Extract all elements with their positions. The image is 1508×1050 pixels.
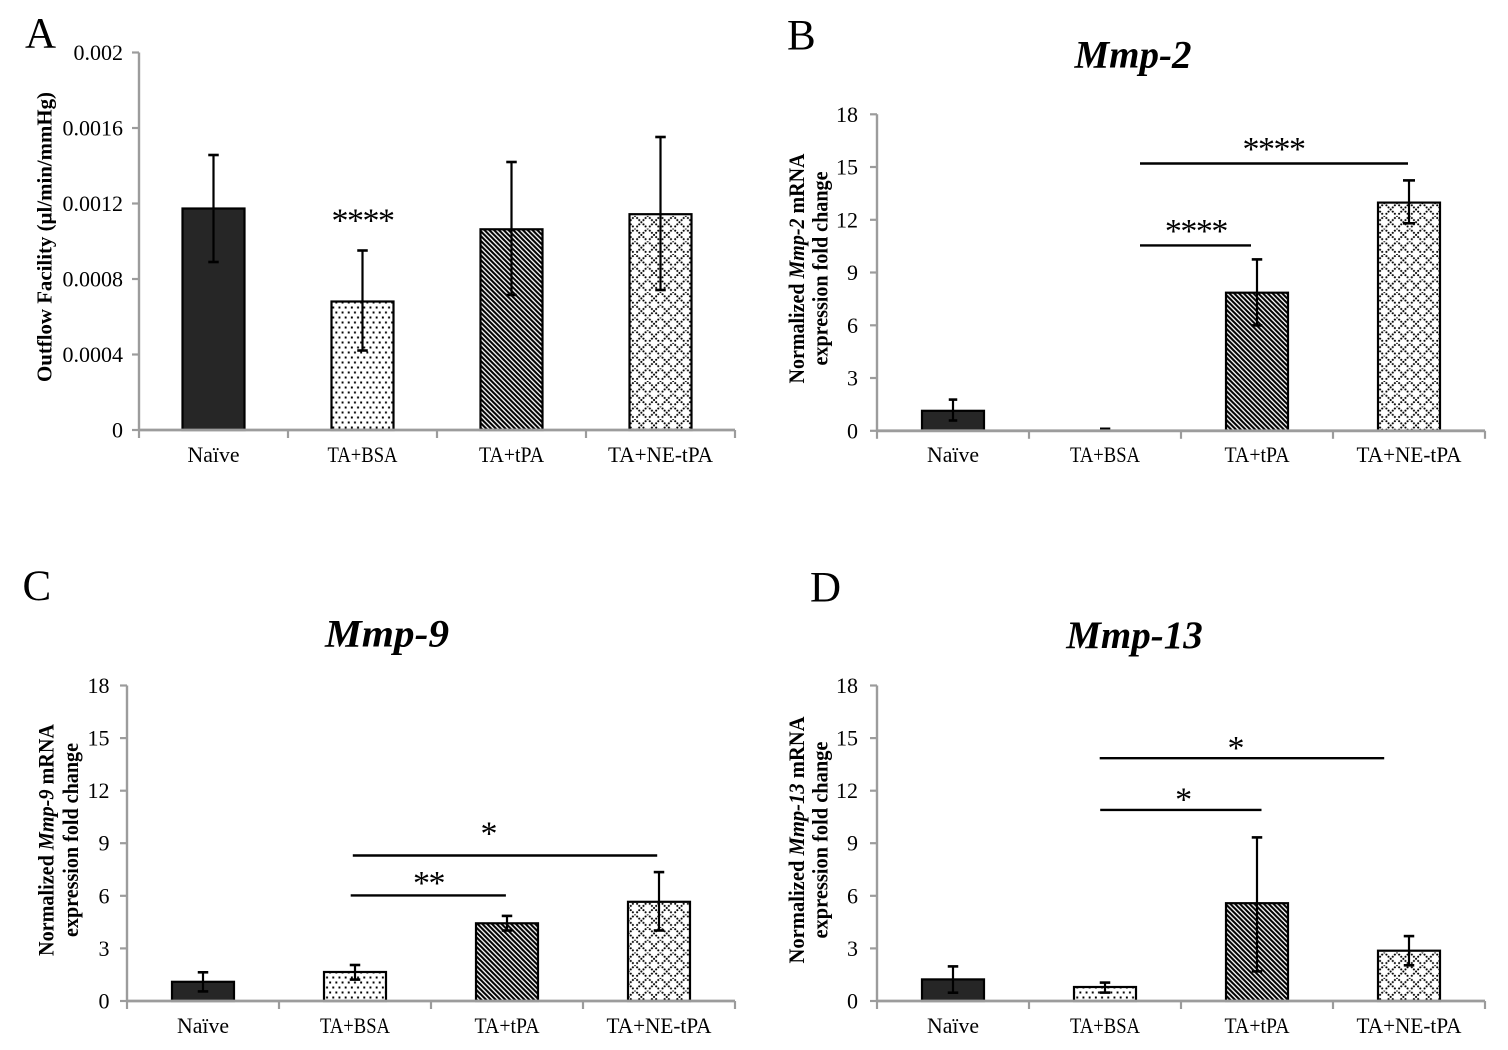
svg-text:Mmp-9: Mmp-9 bbox=[324, 613, 449, 656]
svg-text:0: 0 bbox=[847, 418, 858, 443]
svg-text:**: ** bbox=[413, 865, 445, 902]
svg-text:A: A bbox=[25, 11, 56, 58]
svg-text:0.0004: 0.0004 bbox=[63, 342, 124, 367]
svg-text:Normalized Mmp-9 mRNA: Normalized Mmp-9 mRNA bbox=[34, 724, 59, 956]
svg-text:9: 9 bbox=[847, 831, 858, 856]
svg-text:expression fold change: expression fold change bbox=[58, 743, 83, 937]
svg-text:C: C bbox=[23, 563, 52, 610]
svg-text:TA+tPA: TA+tPA bbox=[1225, 442, 1290, 467]
svg-text:18: 18 bbox=[88, 673, 110, 698]
svg-text:Normalized Mmp-2 mRNA: Normalized Mmp-2 mRNA bbox=[784, 153, 809, 383]
svg-text:TA+tPA: TA+tPA bbox=[475, 1013, 540, 1038]
svg-text:TA+BSA: TA+BSA bbox=[1070, 1013, 1140, 1038]
svg-text:6: 6 bbox=[847, 883, 858, 908]
svg-text:6: 6 bbox=[847, 313, 858, 338]
svg-text:D: D bbox=[810, 565, 841, 612]
svg-text:0.002: 0.002 bbox=[74, 40, 124, 65]
svg-text:3: 3 bbox=[847, 366, 858, 391]
svg-text:****: **** bbox=[332, 202, 395, 239]
svg-text:Naïve: Naïve bbox=[927, 1013, 979, 1038]
svg-text:expression fold change: expression fold change bbox=[808, 171, 833, 365]
svg-text:TA+NE-tPA: TA+NE-tPA bbox=[1357, 1013, 1462, 1038]
svg-text:TA+BSA: TA+BSA bbox=[328, 442, 398, 467]
svg-text:TA+BSA: TA+BSA bbox=[320, 1013, 390, 1038]
svg-text:9: 9 bbox=[99, 831, 110, 856]
svg-text:12: 12 bbox=[88, 778, 110, 803]
svg-text:12: 12 bbox=[836, 207, 858, 232]
svg-text:12: 12 bbox=[836, 778, 858, 803]
svg-text:15: 15 bbox=[836, 726, 858, 751]
svg-text:18: 18 bbox=[836, 102, 858, 127]
svg-text:0: 0 bbox=[112, 418, 123, 443]
svg-text:0.0016: 0.0016 bbox=[63, 116, 124, 141]
svg-text:6: 6 bbox=[99, 883, 110, 908]
svg-text:TA+BSA: TA+BSA bbox=[1070, 442, 1140, 467]
svg-text:18: 18 bbox=[836, 673, 858, 698]
svg-text:expression fold change: expression fold change bbox=[808, 741, 833, 938]
svg-text:Normalized Mmp-13 mRNA: Normalized Mmp-13 mRNA bbox=[784, 716, 809, 963]
svg-text:3: 3 bbox=[847, 936, 858, 961]
svg-text:TA+NE-tPA: TA+NE-tPA bbox=[607, 1013, 712, 1038]
svg-text:*: * bbox=[481, 815, 498, 852]
svg-text:Mmp-13: Mmp-13 bbox=[1065, 614, 1203, 657]
svg-text:0.0012: 0.0012 bbox=[63, 191, 124, 216]
svg-text:TA+NE-tPA: TA+NE-tPA bbox=[608, 442, 713, 467]
svg-text:15: 15 bbox=[836, 155, 858, 180]
svg-text:Naïve: Naïve bbox=[927, 442, 979, 467]
svg-text:TA+tPA: TA+tPA bbox=[1225, 1013, 1290, 1038]
svg-text:3: 3 bbox=[99, 936, 110, 961]
svg-text:TA+NE-tPA: TA+NE-tPA bbox=[1357, 442, 1462, 467]
svg-text:15: 15 bbox=[88, 726, 110, 751]
svg-text:9: 9 bbox=[847, 260, 858, 285]
svg-text:0: 0 bbox=[99, 989, 110, 1014]
svg-text:Naïve: Naïve bbox=[188, 442, 240, 467]
svg-text:0: 0 bbox=[847, 989, 858, 1014]
svg-text:****: **** bbox=[1243, 131, 1306, 168]
svg-text:Naïve: Naïve bbox=[177, 1013, 229, 1038]
svg-text:B: B bbox=[787, 13, 816, 60]
svg-text:****: **** bbox=[1165, 213, 1228, 250]
svg-text:Mmp-2: Mmp-2 bbox=[1074, 34, 1192, 77]
svg-text:Outflow Facility (µl/min/mmHg): Outflow Facility (µl/min/mmHg) bbox=[33, 92, 57, 382]
svg-text:*: * bbox=[1228, 730, 1245, 767]
svg-text:0.0008: 0.0008 bbox=[63, 267, 124, 292]
svg-text:TA+tPA: TA+tPA bbox=[479, 442, 544, 467]
svg-text:*: * bbox=[1175, 782, 1192, 819]
